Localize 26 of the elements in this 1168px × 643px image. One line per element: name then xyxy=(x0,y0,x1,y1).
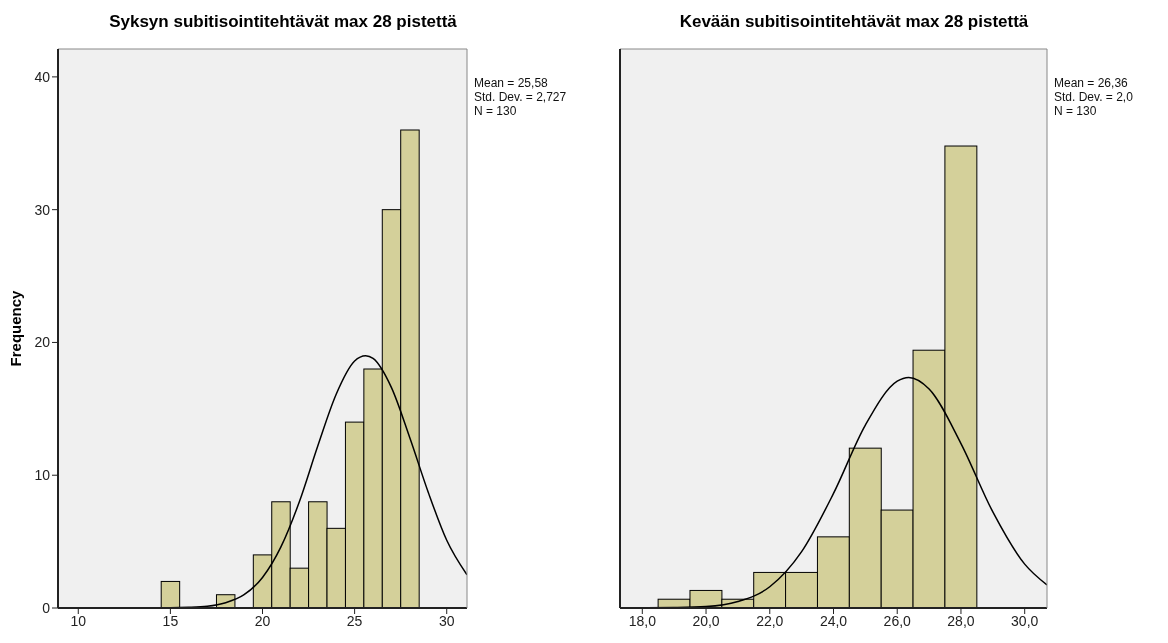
x-tick-label: 10 xyxy=(70,612,87,629)
text: Std. Dev. = 2,0 xyxy=(1054,90,1133,104)
text: Mean = 25,58 xyxy=(474,76,549,90)
chart-title: Syksyn subitisointitehtävät max 28 pistettä xyxy=(108,12,458,32)
x-tick-label: 24,0 xyxy=(819,612,848,629)
text: N = 130 xyxy=(1054,104,1098,118)
x-tick-label: 25 xyxy=(346,612,363,629)
y-tick-label: 30 xyxy=(34,201,51,218)
x-tick-label: 22,0 xyxy=(756,612,784,629)
y-tick-label: 40 xyxy=(34,68,51,85)
text: N = 130 xyxy=(474,104,518,118)
text: Mean = 26,36 xyxy=(1054,76,1129,90)
x-tick-label: 26,0 xyxy=(883,612,912,629)
x-tick-label: 15 xyxy=(162,612,179,629)
y-axis-title: Frequency xyxy=(7,289,25,367)
chart-title: Kevään subitisointitehtävät max 28 pistettä xyxy=(678,12,1030,32)
x-tick-label: 30 xyxy=(438,612,455,629)
y-tick-label: 0 xyxy=(42,599,51,616)
x-tick-label: 18,0 xyxy=(628,612,657,629)
y-tick-label: 20 xyxy=(34,334,51,351)
x-tick-label: 30,0 xyxy=(1011,612,1039,629)
x-tick-label: 20 xyxy=(254,612,271,629)
x-tick-label: 20,0 xyxy=(692,612,720,629)
text: Std. Dev. = 2,727 xyxy=(474,90,567,104)
x-tick-label: 28,0 xyxy=(947,612,975,629)
y-tick-label: 10 xyxy=(34,467,51,484)
